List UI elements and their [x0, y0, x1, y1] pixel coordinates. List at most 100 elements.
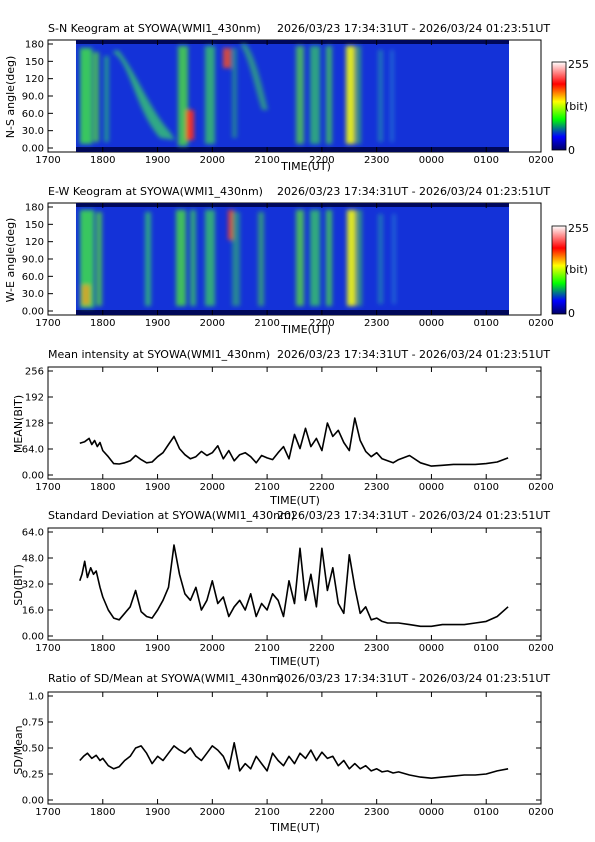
sn-xtick-label: 0100: [473, 155, 498, 166]
ew-keogram-axes: 1700 1800 1900 2000 2100 2200 2300 0000 0100 0200…: [22, 203, 554, 330]
sn-xtick-label: 1700: [35, 155, 60, 166]
ew-colorbar-min: 0: [568, 307, 575, 320]
ew-colorbar-unit: (bit): [565, 263, 588, 276]
std-ytick-label: 48.0: [22, 554, 44, 565]
mean-xtick-label: 0200: [528, 482, 553, 493]
mean-xtick-label: 2200: [309, 482, 334, 493]
sn-ytick-label: 180: [25, 40, 44, 51]
std-chart-plot: 1700 1800 1900 2000 2100 2200 2300 0000 0100 0200…: [22, 528, 554, 655]
ew-keogram-time-range: 2026/03/23 17:34:31UT - 2026/03/24 01:23…: [277, 185, 550, 198]
mean-chart-frame: [47, 366, 542, 480]
ew-xtick-label: 0000: [419, 318, 444, 329]
sn-xtick-label: 0200: [528, 155, 553, 166]
std-series-line: [79, 544, 509, 628]
sn-colorbar-max: 255: [568, 58, 589, 71]
ew-keogram-xlabel: TIME(UT): [280, 323, 331, 336]
sn-xtick-label: 2000: [200, 155, 225, 166]
sn-ytick-label: 150: [25, 57, 44, 68]
ew-ytick-label: 30.0: [22, 289, 44, 300]
std-xtick-label: 2200: [309, 643, 334, 654]
ratio-series-line: [79, 741, 509, 780]
sn-xtick-label: 0000: [419, 155, 444, 166]
ratio-xtick-label: 1700: [35, 807, 60, 818]
mean-intensity-panel: Mean intensity at SYOWA(WMI1_430nm) 2026…: [12, 348, 554, 507]
ew-colorbar-scale: [551, 225, 567, 315]
ew-xtick-label: 1900: [145, 318, 170, 329]
mean-chart-title: Mean intensity at SYOWA(WMI1_430nm): [48, 348, 270, 361]
std-ytick-label: 64.0: [22, 528, 44, 539]
sd-mean-ratio-panel: Ratio of SD/Mean at SYOWA(WMI1_430nm) 20…: [12, 672, 554, 834]
ew-ytick-label: 90.0: [22, 255, 44, 266]
sn-ytick-label: 30.0: [22, 126, 44, 137]
sn-ytick-label: 90.0: [22, 92, 44, 103]
ew-xtick-label: 2000: [200, 318, 225, 329]
ratio-xtick-label: 2100: [254, 807, 279, 818]
ratio-xtick-label: 0100: [473, 807, 498, 818]
std-xtick-label: 1800: [90, 643, 115, 654]
std-xtick-label: 1900: [145, 643, 170, 654]
sn-keogram-panel: S-N Keogram at SYOWA(WMI1_430nm) 2026/03…: [4, 22, 589, 173]
ratio-chart-plot: 1700 1800 1900 2000 2100 2200 2300 0000 0100 0200…: [22, 692, 554, 819]
mean-chart-time-range: 2026/03/23 17:34:31UT - 2026/03/24 01:23…: [277, 348, 550, 361]
mean-ytick-label: 64.0: [22, 445, 44, 456]
ew-xtick-label: 2100: [254, 318, 279, 329]
sn-keogram-colorbar: 255 (bit) 0: [551, 58, 589, 157]
mean-ytick-label: 0.00: [22, 471, 44, 482]
mean-xtick-label: 1800: [90, 482, 115, 493]
ew-ytick-label: 180: [25, 203, 44, 214]
std-ytick-label: 32.0: [22, 580, 44, 591]
std-chart-frame: [47, 527, 542, 641]
sn-xtick-label: 2100: [254, 155, 279, 166]
sn-ytick-label: 0.00: [22, 144, 44, 155]
ratio-xtick-label: 2200: [309, 807, 334, 818]
sn-keogram-axes: 1700 1800 1900 2000 2100 2200 2300 0000 0100 0200…: [22, 40, 554, 167]
ratio-chart-ylabel: SD/Mean: [12, 725, 25, 774]
ew-ytick-label: 150: [25, 220, 44, 231]
ew-xtick-label: 1800: [90, 318, 115, 329]
sn-keogram-image: [76, 40, 509, 152]
ratio-chart-frame: [47, 691, 542, 805]
mean-chart-ylabel: MEAN(BIT): [12, 395, 25, 453]
ew-ytick-label: 0.00: [22, 307, 44, 318]
ratio-xtick-label: 1800: [90, 807, 115, 818]
std-xtick-label: 0100: [473, 643, 498, 654]
std-xtick-label: 1700: [35, 643, 60, 654]
ew-xtick-label: 1700: [35, 318, 60, 329]
ratio-chart-title: Ratio of SD/Mean at SYOWA(WMI1_430nm): [48, 672, 284, 685]
std-ytick-label: 0.00: [22, 632, 44, 643]
ew-keogram-title: E-W Keogram at SYOWA(WMI1_430nm): [48, 185, 263, 198]
sn-colorbar-min: 0: [568, 144, 575, 157]
sn-keogram-time-range: 2026/03/23 17:34:31UT - 2026/03/24 01:23…: [277, 22, 550, 35]
ew-keogram-panel: E-W Keogram at SYOWA(WMI1_430nm) 2026/03…: [4, 185, 589, 336]
mean-xtick-label: 2100: [254, 482, 279, 493]
mean-ytick-label: 128: [25, 419, 44, 430]
ew-keogram-ylabel: W-E angle(deg): [4, 218, 17, 303]
ratio-ytick-label: 0.00: [22, 796, 44, 807]
ew-ytick-label: 120: [25, 237, 44, 248]
sn-keogram-title: S-N Keogram at SYOWA(WMI1_430nm): [48, 22, 261, 35]
std-ytick-label: 16.0: [22, 606, 44, 617]
std-chart-time-range: 2026/03/23 17:34:31UT - 2026/03/24 01:23…: [277, 509, 550, 522]
mean-ytick-label: 256: [25, 367, 44, 378]
sn-xtick-label: 2300: [364, 155, 389, 166]
sn-ytick-label: 60.0: [22, 109, 44, 120]
mean-xtick-label: 2000: [200, 482, 225, 493]
mean-xtick-label: 1900: [145, 482, 170, 493]
std-chart-title: Standard Deviation at SYOWA(WMI1_430nm): [48, 509, 295, 522]
ew-xtick-label: 2300: [364, 318, 389, 329]
sn-keogram-ylabel: N-S angle(deg): [4, 56, 17, 139]
std-xtick-label: 2100: [254, 643, 279, 654]
ratio-xtick-label: 0200: [528, 807, 553, 818]
sn-ytick-label: 120: [25, 74, 44, 85]
ratio-xtick-label: 2300: [364, 807, 389, 818]
mean-xtick-label: 1700: [35, 482, 60, 493]
ew-keogram-image: [76, 203, 509, 315]
sn-xtick-label: 2200: [309, 155, 334, 166]
ratio-xtick-label: 0000: [419, 807, 444, 818]
ew-colorbar-max: 255: [568, 222, 589, 235]
mean-chart-xlabel: TIME(UT): [269, 494, 320, 507]
ratio-xtick-label: 2000: [200, 807, 225, 818]
mean-xtick-label: 0000: [419, 482, 444, 493]
ratio-xtick-label: 1900: [145, 807, 170, 818]
std-xtick-label: 0000: [419, 643, 444, 654]
